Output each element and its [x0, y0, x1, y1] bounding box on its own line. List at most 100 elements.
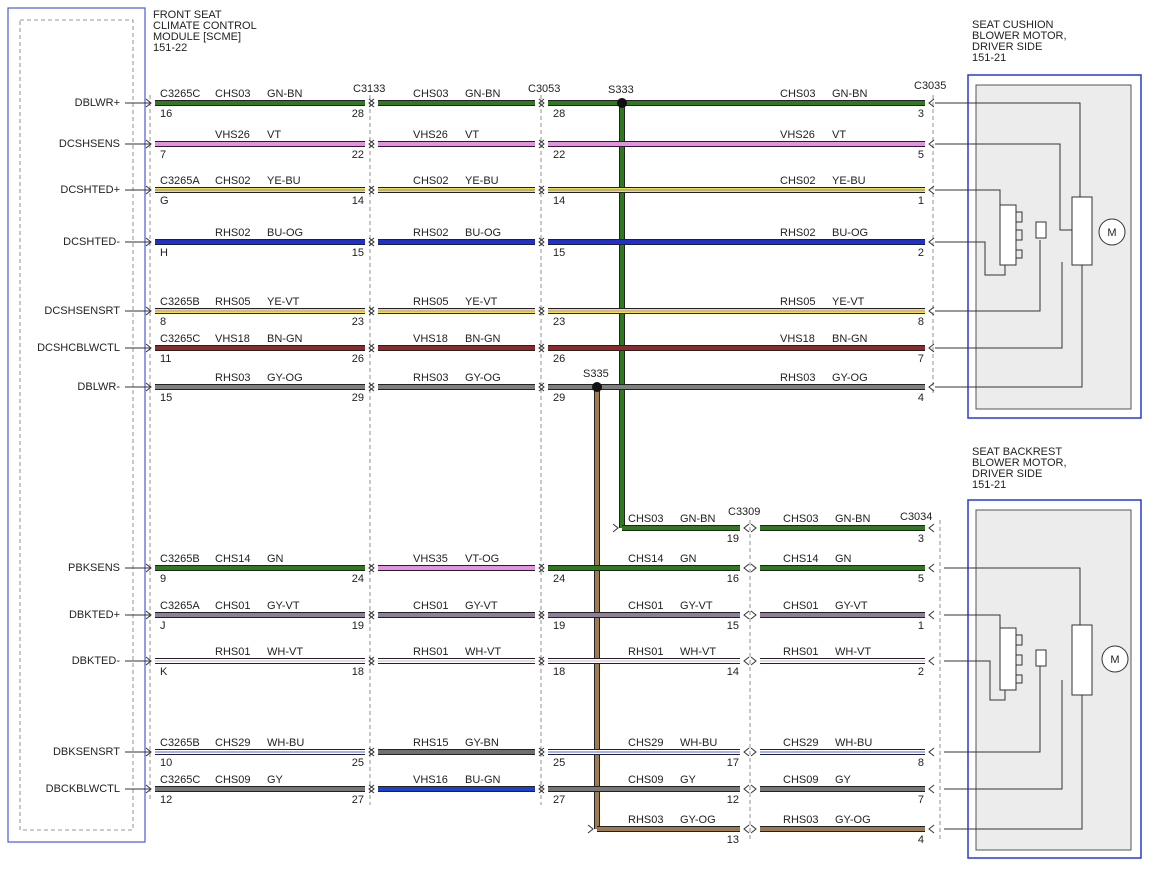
- pin-label: 11: [160, 353, 171, 365]
- pin-label: 23: [352, 316, 364, 328]
- pin-label: 8: [918, 757, 924, 769]
- circuit-label: RHS03: [783, 814, 818, 826]
- circuit-label: CHS02: [215, 175, 250, 187]
- connector-terminal: [538, 237, 545, 247]
- connector-label: C3309: [728, 506, 760, 518]
- color-code: GY-VT: [465, 600, 498, 612]
- connector-terminal: [928, 139, 935, 149]
- component-title: 151-21: [972, 479, 1006, 491]
- pin-label: 28: [352, 108, 364, 120]
- color-code: GN-BN: [465, 88, 501, 100]
- connector-terminal: [368, 656, 375, 666]
- color-code: YE-VT: [465, 296, 498, 308]
- signal-label: DCSHCBLWCTL: [37, 342, 120, 354]
- color-code: GN: [835, 553, 852, 565]
- circuit-label: CHS02: [413, 175, 448, 187]
- connector-label: C3265A: [160, 175, 200, 187]
- signal-label: DCSHSENS: [59, 138, 120, 150]
- color-code: BU-OG: [465, 227, 501, 239]
- connector-terminal: [928, 523, 935, 533]
- connector-terminal: [538, 98, 545, 108]
- connector-terminal: [750, 523, 757, 533]
- component-title: BLOWER MOTOR,: [972, 457, 1067, 469]
- pin-label: 28: [553, 108, 565, 120]
- color-code: YE-VT: [267, 296, 300, 308]
- pin-label: 9: [160, 573, 166, 585]
- pin-label: 3: [918, 533, 924, 545]
- color-code: GN-BN: [680, 513, 716, 525]
- pin-label: 5: [918, 149, 924, 161]
- connector-terminal: [750, 563, 757, 573]
- connector-label: C3265C: [160, 774, 200, 786]
- color-code: GY-BN: [465, 737, 499, 749]
- pin-label: 15: [727, 620, 739, 632]
- pin-label: 24: [352, 573, 364, 585]
- connector-terminal: [368, 563, 375, 573]
- color-code: BU-GN: [465, 774, 501, 786]
- pin-label: H: [160, 247, 168, 259]
- component-title: DRIVER SIDE: [972, 41, 1042, 53]
- module-title: CLIMATE CONTROL: [153, 20, 257, 32]
- color-code: BN-GN: [267, 333, 303, 345]
- color-code: GY-OG: [832, 372, 868, 384]
- pin-label: 25: [352, 757, 364, 769]
- connector-terminal: [368, 343, 375, 353]
- connector-terminal: [368, 306, 375, 316]
- connector-terminal: [928, 747, 935, 757]
- connector-terminal: [538, 656, 545, 666]
- color-code: GN-BN: [832, 88, 868, 100]
- color-code: GY-OG: [835, 814, 871, 826]
- connector-terminal: [928, 306, 935, 316]
- pin-label: 13: [727, 834, 739, 846]
- component-title: BLOWER MOTOR,: [972, 30, 1067, 42]
- signal-label: DBKTED+: [69, 609, 120, 621]
- signal-label: DCSHSENSRT: [44, 305, 120, 317]
- pin-label: 29: [352, 392, 364, 404]
- connector-terminal: [743, 656, 750, 666]
- color-code: GY-OG: [680, 814, 716, 826]
- pin-label: 1: [918, 195, 924, 207]
- svg-text:M: M: [1110, 654, 1119, 666]
- connector-terminal: [750, 610, 757, 620]
- connector-terminal: [145, 784, 152, 794]
- color-code: GN-BN: [267, 88, 303, 100]
- color-code: YE-BU: [267, 175, 301, 187]
- circuit-label: RHS03: [413, 372, 448, 384]
- circuit-label: CHS14: [783, 553, 818, 565]
- pin-label: 22: [352, 149, 364, 161]
- circuit-label: CHS09: [783, 774, 818, 786]
- connector-terminal: [145, 382, 152, 392]
- color-code: WH-BU: [835, 737, 872, 749]
- color-code: GY-VT: [680, 600, 713, 612]
- pin-label: G: [160, 195, 169, 207]
- color-code: GY-VT: [267, 600, 300, 612]
- color-code: GY: [267, 774, 284, 786]
- signal-label: DBKTED-: [72, 655, 121, 667]
- component-inner: [975, 84, 1132, 410]
- connector-terminal: [145, 563, 152, 573]
- connector-terminal: [538, 382, 545, 392]
- pin-label: 19: [352, 620, 364, 632]
- color-code: GN-BN: [835, 513, 871, 525]
- circuit-label: VHS26: [413, 129, 448, 141]
- circuit-label: CHS03: [215, 88, 250, 100]
- connector-terminal: [368, 185, 375, 195]
- signal-label: DBLWR+: [75, 97, 120, 109]
- circuit-label: CHS14: [215, 553, 250, 565]
- pin-label: 8: [918, 316, 924, 328]
- splice-label: S333: [608, 84, 634, 96]
- pin-label: J: [160, 620, 166, 632]
- connector-terminal: [743, 784, 750, 794]
- connector-terminal: [368, 784, 375, 794]
- connector-terminal: [368, 306, 375, 316]
- connector-terminal: [612, 523, 619, 533]
- circuit-label: CHS01: [783, 600, 818, 612]
- circuit-label: RHS02: [215, 227, 250, 239]
- pin-label: 5: [918, 573, 924, 585]
- pin-label: 7: [160, 149, 166, 161]
- signal-label: DBLWR-: [77, 381, 120, 393]
- connector-terminal: [538, 185, 545, 195]
- color-code: GY-VT: [835, 600, 868, 612]
- module-title: MODULE [SCME]: [153, 31, 241, 43]
- pin-label: 27: [352, 794, 364, 806]
